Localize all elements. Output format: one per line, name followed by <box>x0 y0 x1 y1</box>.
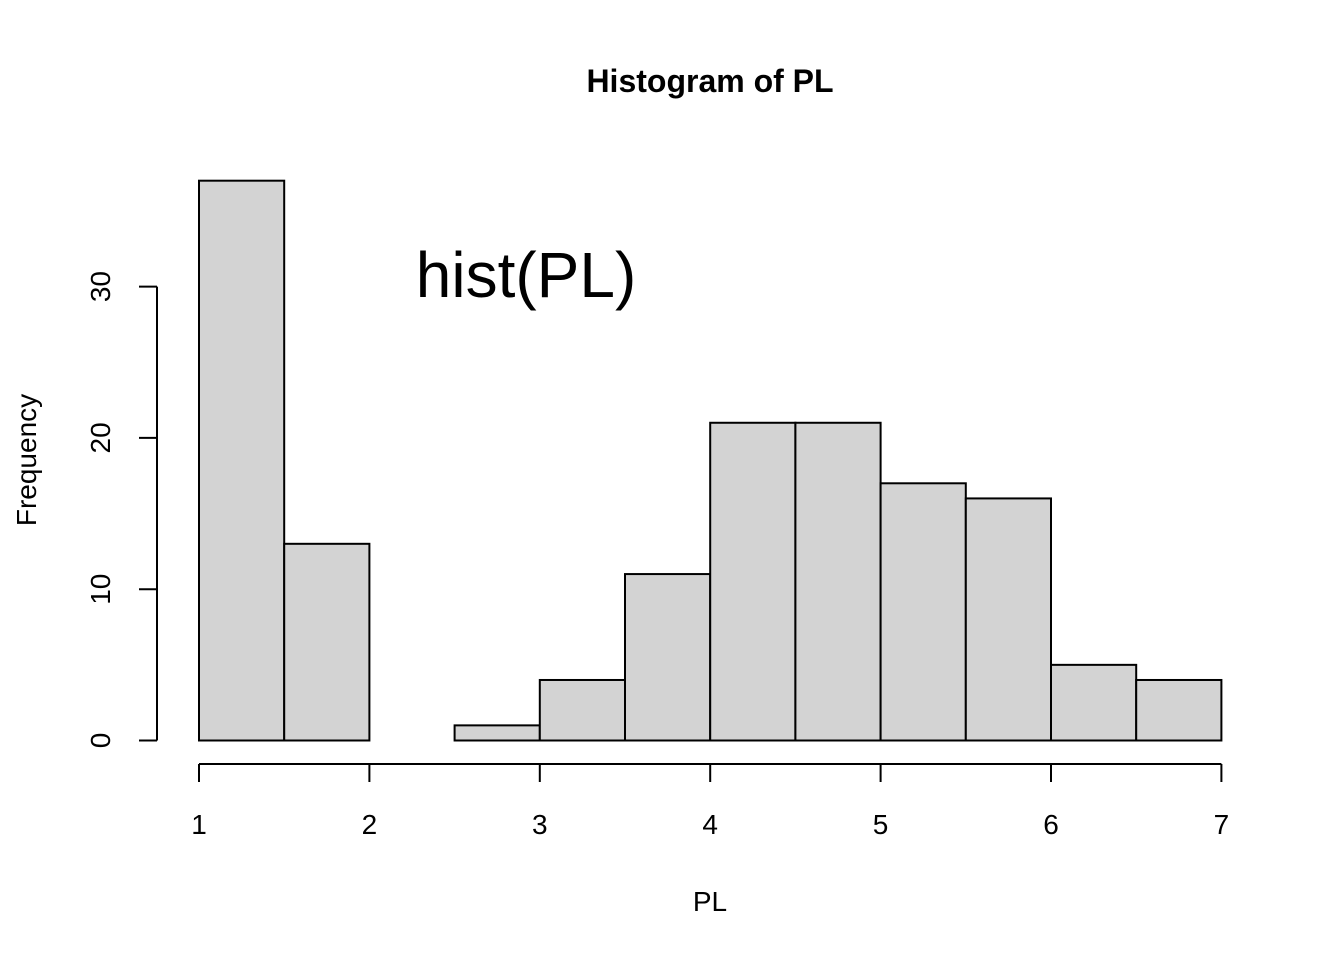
y-tick-label: 20 <box>85 422 116 453</box>
histogram-bar <box>879 482 967 742</box>
histogram-bar <box>453 724 541 742</box>
histogram-bar <box>1135 678 1223 742</box>
histogram-bar <box>283 542 371 742</box>
y-tick-label: 10 <box>85 574 116 605</box>
y-tick-label: 0 <box>85 733 116 749</box>
x-axis: 1 2 3 4 5 6 7 <box>191 763 1230 840</box>
histogram-bar <box>794 421 882 742</box>
x-tick-label: 1 <box>191 809 207 840</box>
histogram-bar <box>1050 663 1138 742</box>
annotation-text: hist(PL) <box>416 239 637 311</box>
x-tick-label: 7 <box>1214 809 1230 840</box>
histogram-bar <box>709 421 797 742</box>
y-axis: 0 10 20 30 <box>85 271 158 749</box>
histogram-bar <box>198 179 286 742</box>
x-tick-label: 6 <box>1043 809 1059 840</box>
x-tick-label: 3 <box>532 809 548 840</box>
histogram-bar <box>538 678 626 742</box>
histogram-bar <box>964 497 1052 742</box>
x-tick-label: 5 <box>873 809 889 840</box>
histogram-bar <box>624 573 712 742</box>
x-axis-label: PL <box>693 886 727 917</box>
y-axis-label: Frequency <box>11 394 42 526</box>
x-tick-label: 2 <box>362 809 378 840</box>
x-tick-label: 4 <box>702 809 718 840</box>
chart-title: Histogram of PL <box>586 63 833 99</box>
bars-layer <box>198 179 1223 742</box>
y-tick-label: 30 <box>85 271 116 302</box>
